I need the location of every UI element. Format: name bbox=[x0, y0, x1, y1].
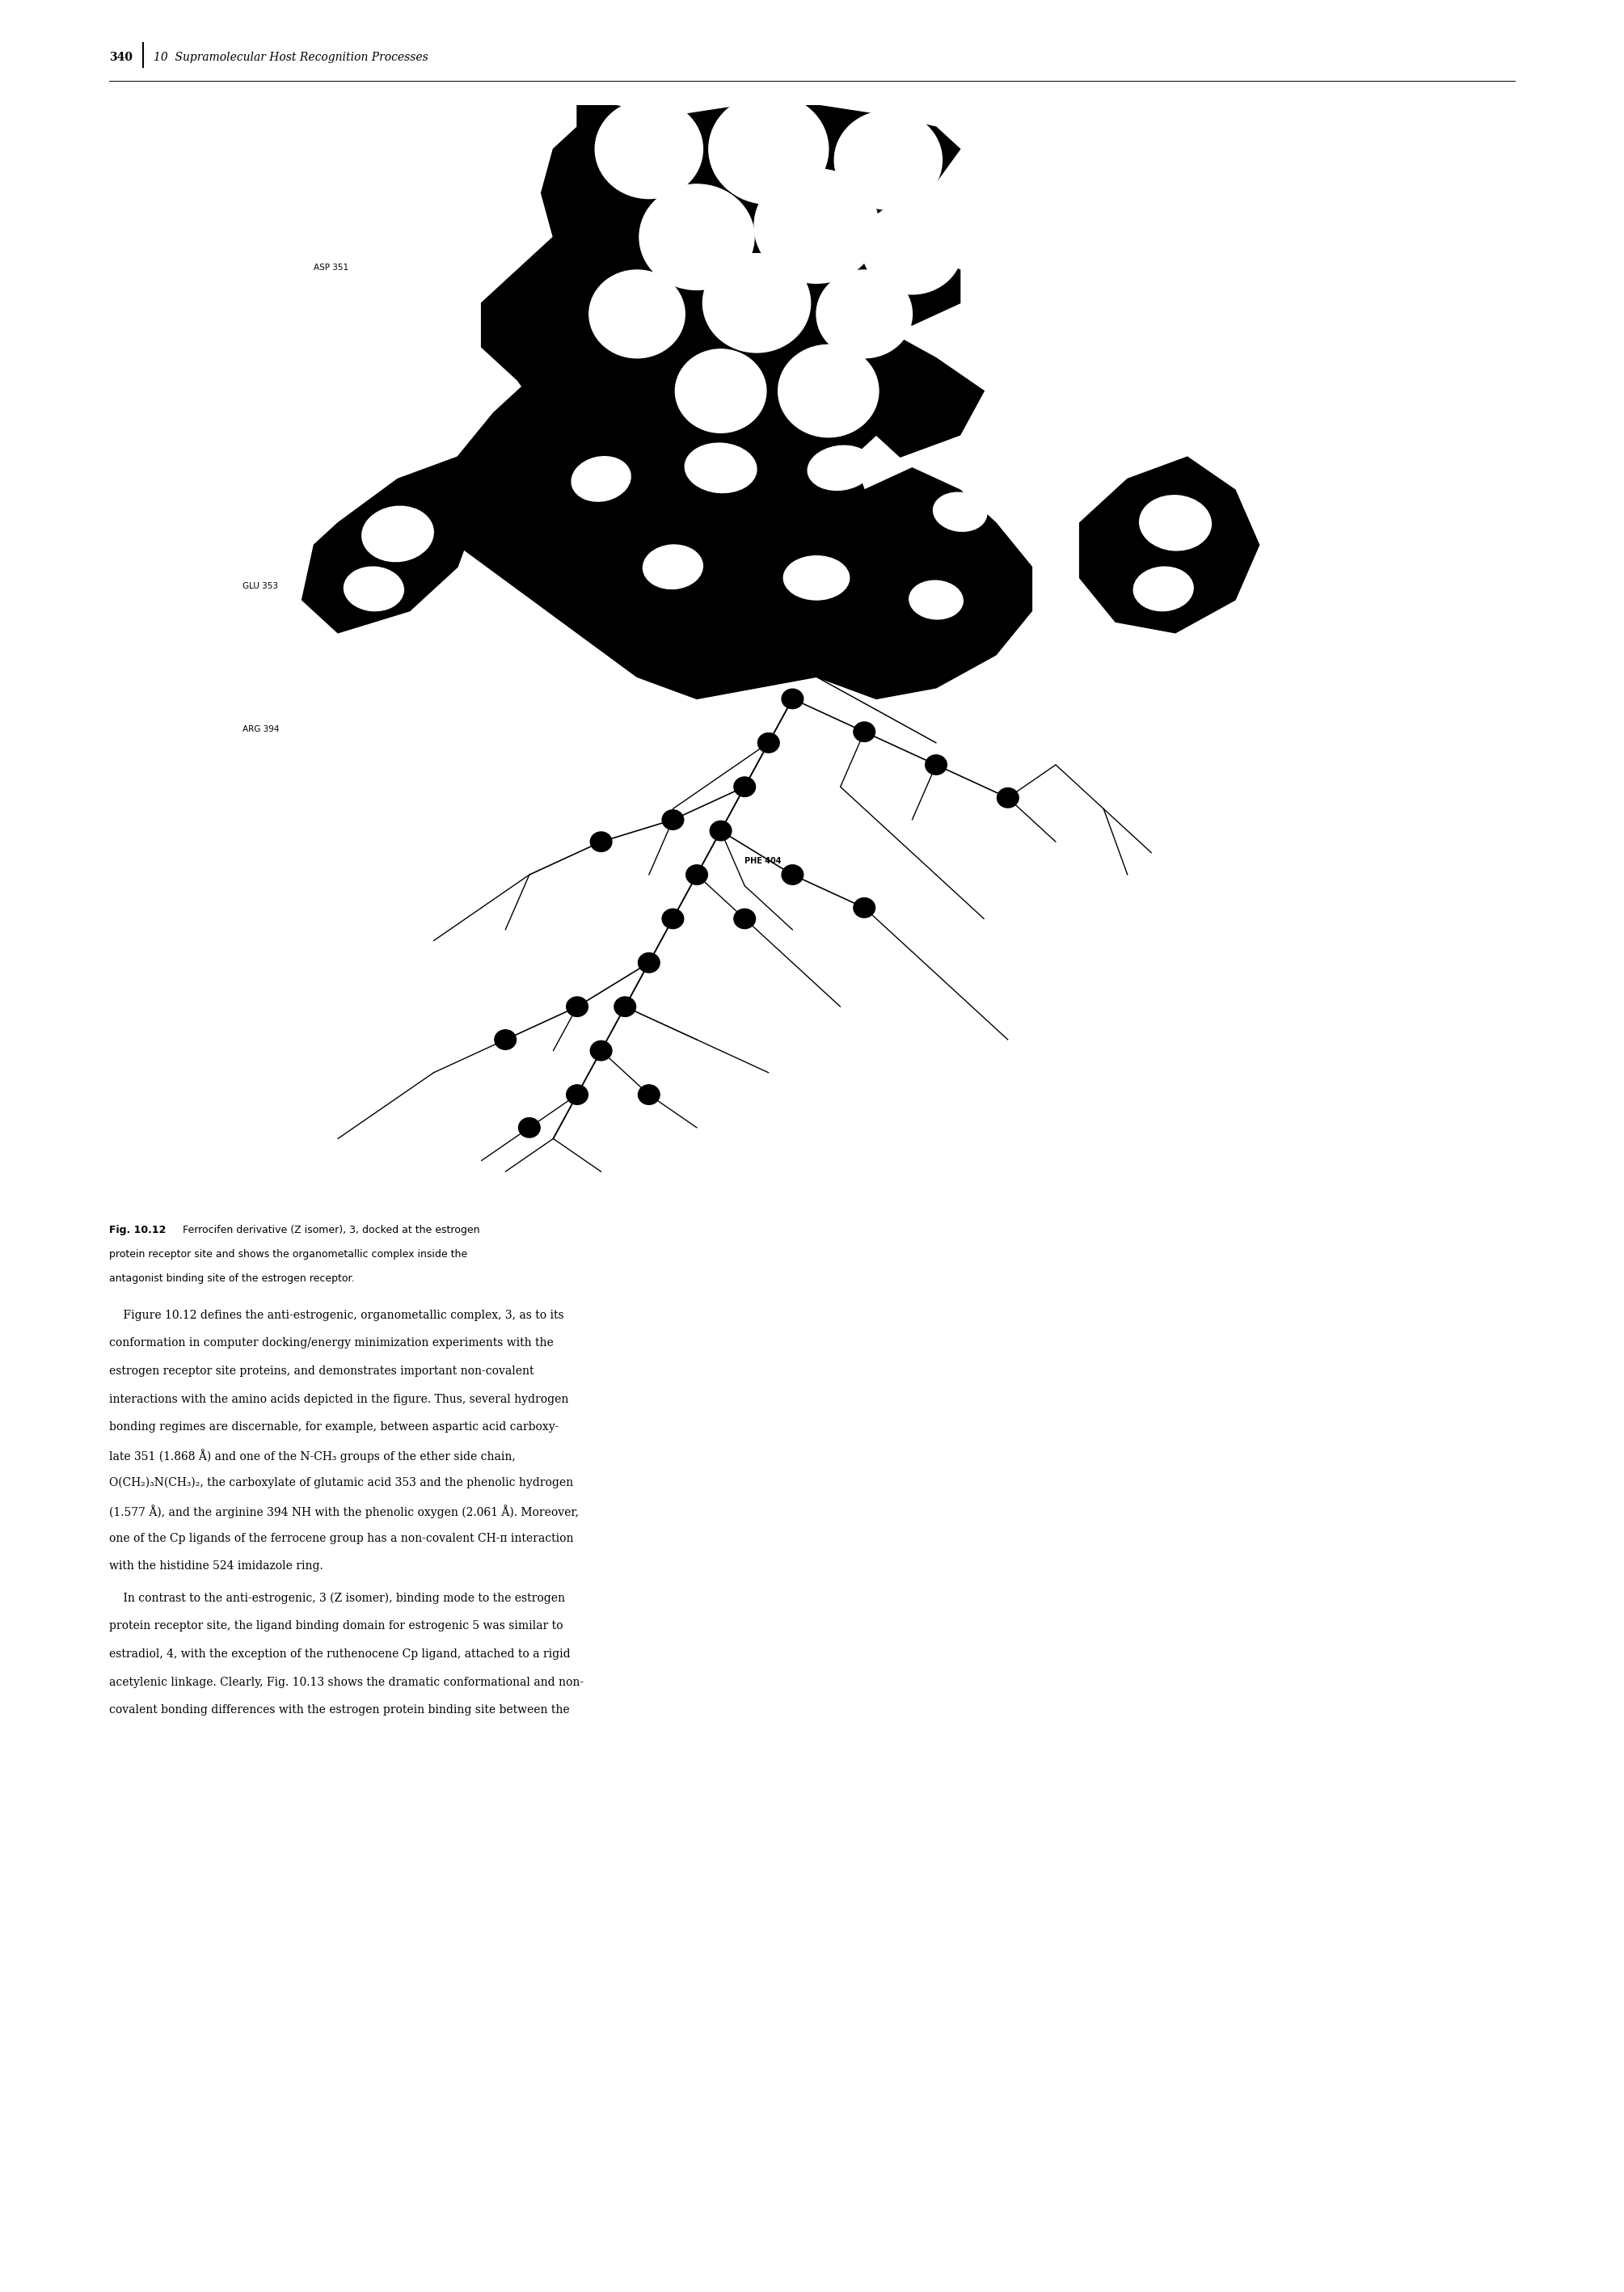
Circle shape bbox=[591, 832, 612, 853]
Circle shape bbox=[518, 1118, 541, 1137]
Text: estrogen receptor site proteins, and demonstrates important non-covalent: estrogen receptor site proteins, and dem… bbox=[109, 1366, 534, 1377]
Circle shape bbox=[854, 722, 875, 743]
Ellipse shape bbox=[934, 493, 987, 532]
Text: 340: 340 bbox=[109, 53, 133, 64]
Ellipse shape bbox=[362, 507, 434, 562]
Circle shape bbox=[997, 788, 1018, 807]
Circle shape bbox=[710, 821, 731, 841]
Circle shape bbox=[590, 270, 685, 358]
Ellipse shape bbox=[572, 456, 630, 502]
Text: PHE 404: PHE 404 bbox=[745, 857, 781, 866]
Text: interactions with the amino acids depicted in the figure. Thus, several hydrogen: interactions with the amino acids depict… bbox=[109, 1394, 568, 1405]
Text: late 351 (1.868 Å) and one of the N-CH₃ groups of the ether side chain,: late 351 (1.868 Å) and one of the N-CH₃ … bbox=[109, 1449, 515, 1462]
Text: ARG 394: ARG 394 bbox=[242, 724, 279, 733]
Circle shape bbox=[708, 94, 828, 204]
Text: 10  Supramolecular Host Recognition Processes: 10 Supramolecular Host Recognition Proce… bbox=[154, 53, 429, 64]
Text: antagonist binding site of the estrogen receptor.: antagonist binding site of the estrogen … bbox=[109, 1274, 354, 1284]
Text: HIS 524: HIS 524 bbox=[1104, 516, 1137, 525]
Circle shape bbox=[781, 690, 804, 708]
Text: bonding regimes are discernable, for example, between aspartic acid carboxy-: bonding regimes are discernable, for exa… bbox=[109, 1421, 559, 1432]
Ellipse shape bbox=[643, 545, 703, 589]
Circle shape bbox=[567, 1084, 588, 1105]
Circle shape bbox=[926, 754, 947, 775]
Text: conformation in computer docking/energy minimization experiments with the: conformation in computer docking/energy … bbox=[109, 1339, 554, 1350]
Ellipse shape bbox=[344, 566, 404, 612]
Circle shape bbox=[854, 898, 875, 917]
Circle shape bbox=[734, 777, 755, 798]
Circle shape bbox=[638, 1084, 659, 1105]
Circle shape bbox=[638, 953, 659, 972]
Text: protein receptor site and shows the organometallic complex inside the: protein receptor site and shows the orga… bbox=[109, 1249, 468, 1261]
Circle shape bbox=[734, 910, 755, 928]
Circle shape bbox=[685, 864, 708, 885]
Text: estradiol, 4, with the exception of the ruthenocene Cp ligand, attached to a rig: estradiol, 4, with the exception of the … bbox=[109, 1648, 570, 1659]
Text: Ferrocifen derivative (Z isomer), 3, docked at the estrogen: Ferrocifen derivative (Z isomer), 3, doc… bbox=[180, 1224, 479, 1235]
Text: acetylenic linkage. Clearly, Fig. 10.13 shows the dramatic conformational and no: acetylenic linkage. Clearly, Fig. 10.13 … bbox=[109, 1675, 583, 1687]
Text: protein receptor site, the ligand binding domain for estrogenic 5 was similar to: protein receptor site, the ligand bindin… bbox=[109, 1620, 564, 1632]
Circle shape bbox=[614, 997, 635, 1018]
Circle shape bbox=[835, 110, 942, 209]
Circle shape bbox=[781, 864, 804, 885]
Circle shape bbox=[778, 344, 879, 438]
Text: Figure 10.12 defines the anti-estrogenic, organometallic complex, 3, as to its: Figure 10.12 defines the anti-estrogenic… bbox=[109, 1309, 564, 1320]
Ellipse shape bbox=[1134, 566, 1194, 612]
Ellipse shape bbox=[1140, 495, 1212, 550]
Text: one of the Cp ligands of the ferrocene group has a non-covalent CH-π interaction: one of the Cp ligands of the ferrocene g… bbox=[109, 1533, 573, 1545]
Ellipse shape bbox=[783, 557, 849, 601]
Text: GLU 353: GLU 353 bbox=[242, 582, 278, 591]
Polygon shape bbox=[1080, 456, 1259, 633]
Ellipse shape bbox=[807, 445, 874, 490]
Text: O(CH₂)₃N(CH₃)₂, the carboxylate of glutamic acid 353 and the phenolic hydrogen: O(CH₂)₃N(CH₃)₂, the carboxylate of gluta… bbox=[109, 1476, 573, 1490]
Circle shape bbox=[703, 254, 810, 353]
Text: (1.577 Å), and the arginine 394 NH with the phenolic oxygen (2.061 Å). Moreover,: (1.577 Å), and the arginine 394 NH with … bbox=[109, 1506, 578, 1520]
Circle shape bbox=[663, 910, 684, 928]
Circle shape bbox=[640, 183, 754, 289]
Polygon shape bbox=[302, 456, 481, 633]
Ellipse shape bbox=[685, 442, 757, 493]
Circle shape bbox=[594, 99, 703, 199]
Circle shape bbox=[754, 170, 879, 284]
Text: with the histidine 524 imidazole ring.: with the histidine 524 imidazole ring. bbox=[109, 1561, 323, 1572]
Circle shape bbox=[663, 809, 684, 830]
Circle shape bbox=[862, 202, 963, 293]
Polygon shape bbox=[481, 105, 984, 612]
Circle shape bbox=[567, 997, 588, 1018]
Circle shape bbox=[676, 348, 767, 433]
Text: In contrast to the anti-estrogenic, 3 (Z isomer), binding mode to the estrogen: In contrast to the anti-estrogenic, 3 (Z… bbox=[109, 1593, 565, 1604]
Circle shape bbox=[817, 270, 913, 358]
Circle shape bbox=[495, 1029, 516, 1050]
Circle shape bbox=[591, 1041, 612, 1061]
Polygon shape bbox=[434, 380, 1031, 699]
Text: ASP 351: ASP 351 bbox=[313, 264, 349, 273]
Text: Fig. 10.12: Fig. 10.12 bbox=[109, 1224, 166, 1235]
Circle shape bbox=[758, 733, 780, 752]
Text: covalent bonding differences with the estrogen protein binding site between the: covalent bonding differences with the es… bbox=[109, 1705, 570, 1717]
Ellipse shape bbox=[909, 580, 963, 619]
